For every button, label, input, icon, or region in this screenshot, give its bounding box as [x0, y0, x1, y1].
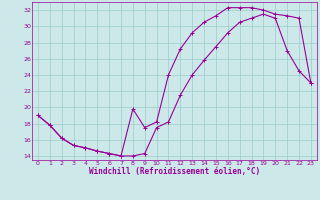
X-axis label: Windchill (Refroidissement éolien,°C): Windchill (Refroidissement éolien,°C) — [89, 167, 260, 176]
